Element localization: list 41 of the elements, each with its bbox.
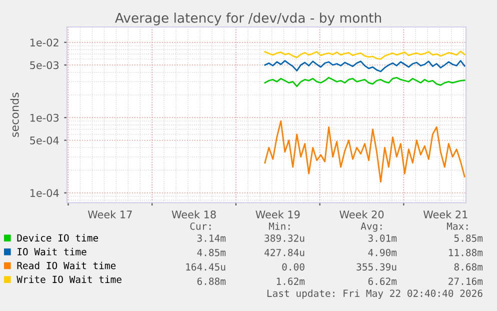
text: 8.68m bbox=[454, 263, 483, 271]
x-tick-label: Week 20 bbox=[340, 210, 384, 218]
line-series bbox=[264, 60, 466, 72]
text: 4.85m bbox=[197, 248, 226, 256]
text: 355.39u bbox=[356, 263, 396, 271]
line-series bbox=[264, 120, 466, 183]
y-tick-label: 1e-02 bbox=[30, 38, 58, 46]
text: 164.45u bbox=[186, 263, 226, 271]
legend-label: IO Wait time bbox=[18, 248, 86, 256]
text: 6.88m bbox=[197, 278, 226, 285]
y-tick-label: 5e-03 bbox=[30, 61, 59, 70]
text: 389.32u bbox=[264, 234, 304, 242]
text: 3.14m bbox=[197, 234, 226, 242]
x-tick-label: Week 18 bbox=[172, 210, 216, 218]
legend-label: Write IO Wait time bbox=[16, 276, 122, 284]
text: Min: bbox=[268, 222, 290, 230]
text: 427.84u bbox=[264, 248, 304, 256]
legend-label: Device IO time bbox=[17, 234, 98, 242]
text: 11.88m bbox=[449, 248, 483, 256]
text: 3.01m bbox=[368, 234, 397, 242]
text: 5.85m bbox=[454, 234, 483, 242]
y-tick-label: 1e-03 bbox=[30, 114, 59, 122]
text: 27.16m bbox=[448, 278, 483, 285]
text: 1.62m bbox=[276, 278, 305, 285]
text: 4.90m bbox=[368, 248, 397, 256]
x-tick-label: Week 19 bbox=[256, 210, 300, 218]
text: Avg: bbox=[360, 222, 382, 232]
y-tick-label: 5e-04 bbox=[30, 136, 59, 144]
y-axis-title: seconds bbox=[10, 92, 19, 137]
x-tick-label: Week 21 bbox=[423, 210, 468, 218]
line-series bbox=[264, 50, 466, 60]
text: 0.00 bbox=[282, 263, 304, 271]
line-series bbox=[264, 76, 466, 88]
legend-label: Read IO Wait time bbox=[17, 262, 116, 270]
text: Cur: bbox=[190, 222, 211, 230]
chart-title: Average latency for /dev/vda - by month bbox=[115, 12, 381, 26]
x-tick-label: Week 17 bbox=[88, 210, 132, 218]
text: Last update: Fri May 22 02:40:40 2026 bbox=[267, 289, 482, 299]
y-tick-label: 1e-04 bbox=[30, 189, 59, 197]
text: 6.62m bbox=[368, 278, 397, 285]
text: Max: bbox=[446, 222, 468, 230]
